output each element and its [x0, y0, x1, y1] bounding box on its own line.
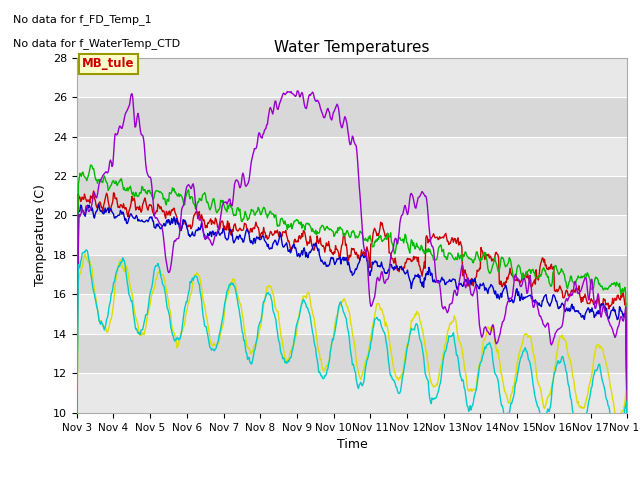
Y-axis label: Temperature (C): Temperature (C)	[35, 184, 47, 286]
Bar	[77, 136, 627, 176]
Bar	[77, 255, 627, 294]
Bar	[77, 373, 627, 413]
Bar	[77, 216, 627, 255]
Text: No data for f_WaterTemp_CTD: No data for f_WaterTemp_CTD	[13, 38, 180, 49]
Bar	[77, 97, 627, 136]
X-axis label: Time: Time	[337, 438, 367, 451]
Bar	[77, 58, 627, 97]
Bar	[77, 334, 627, 373]
Bar	[77, 294, 627, 334]
Bar	[77, 176, 627, 216]
Text: No data for f_FD_Temp_1: No data for f_FD_Temp_1	[13, 14, 152, 25]
Title: Water Temperatures: Water Temperatures	[275, 40, 429, 55]
Text: MB_tule: MB_tule	[83, 58, 135, 71]
